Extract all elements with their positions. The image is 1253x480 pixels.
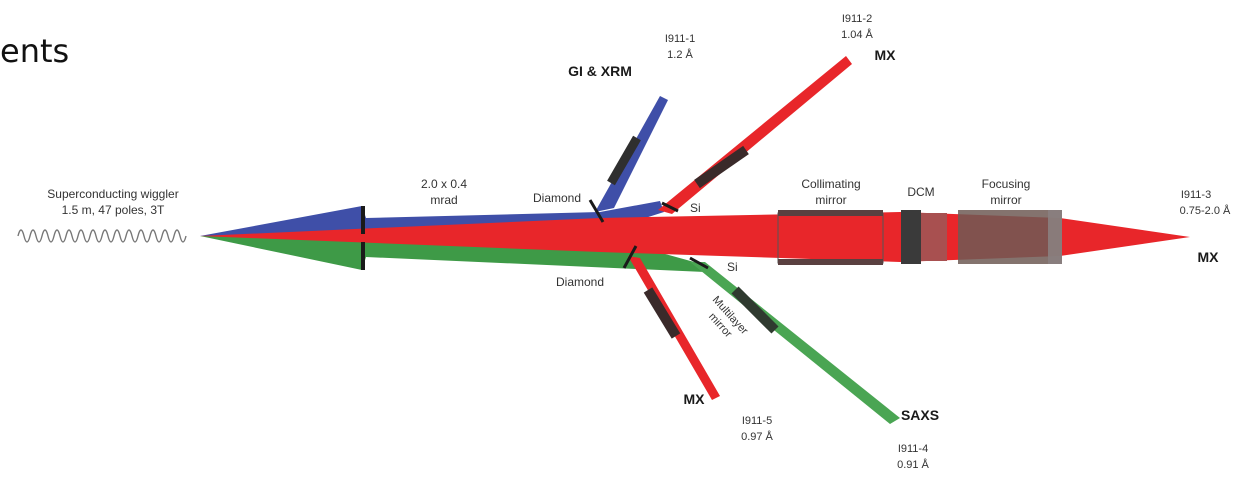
i911-2-technique: MX <box>875 47 897 63</box>
i911-5-technique: MX <box>684 391 706 407</box>
i911-5-wavelength: 0.97 Å <box>741 430 773 443</box>
i911-3-id: I911-3 <box>1181 189 1211 201</box>
i911-2-id: I911-2 <box>842 13 872 25</box>
focusing-mirror-block <box>958 210 1062 264</box>
blue-branch-component <box>607 135 641 186</box>
i911-4-technique: SAXS <box>901 407 939 423</box>
i911-3-technique: MX <box>1198 249 1220 265</box>
header-fragment: ents <box>0 32 69 70</box>
collimating-label-line1: Collimating <box>801 177 860 191</box>
i911-3-wavelength: 0.75-2.0 Å <box>1180 204 1231 217</box>
dcm-block <box>901 210 921 264</box>
fan-size-line2: mrad <box>430 193 457 207</box>
collimating-mirror-top <box>778 210 883 216</box>
i911-1-id: I911-1 <box>665 33 695 45</box>
si-lower-label: Si <box>727 260 738 274</box>
dcm-mid <box>921 213 947 261</box>
collimating-label-line2: mirror <box>815 193 846 207</box>
dcm-label: DCM <box>907 185 934 199</box>
collimating-mirror-bottom <box>778 259 883 265</box>
i911-4-id: I911-4 <box>898 443 928 455</box>
i911-1-technique: GI & XRM <box>568 63 632 79</box>
fan-edge-marker-upper <box>361 206 365 234</box>
source-label-line2: 1.5 m, 47 poles, 3T <box>62 203 165 217</box>
diamond-upper-label: Diamond <box>533 191 581 205</box>
si-crystal-upper <box>661 201 679 213</box>
red-branch-component-upper <box>694 145 749 189</box>
multilayer-mirror-component <box>731 286 779 334</box>
diamond-crystal-upper <box>588 199 605 223</box>
si-crystal-lower <box>689 256 709 270</box>
diamond-crystal-lower <box>622 245 638 269</box>
green-branch-i911-4 <box>690 262 900 424</box>
i911-2-wavelength: 1.04 Å <box>841 28 873 41</box>
fan-edge-marker-lower <box>361 242 365 270</box>
focusing-label-line2: mirror <box>990 193 1021 207</box>
fan-size-line1: 2.0 x 0.4 <box>421 177 467 191</box>
focusing-mirror-edge <box>1048 210 1062 264</box>
i911-4-wavelength: 0.91 Å <box>897 458 929 471</box>
i911-1-wavelength: 1.2 Å <box>667 48 693 61</box>
wiggler-icon <box>17 229 187 243</box>
i911-5-id: I911-5 <box>742 415 772 427</box>
si-upper-label: Si <box>690 201 701 215</box>
focusing-label-line1: Focusing <box>982 177 1031 191</box>
red-branch-component-lower <box>643 287 681 339</box>
source-label-line1: Superconducting wiggler <box>47 187 178 201</box>
diamond-lower-label: Diamond <box>556 275 604 289</box>
